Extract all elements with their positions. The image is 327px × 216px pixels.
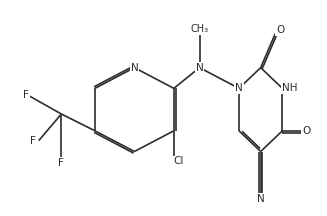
Text: N: N [130, 63, 138, 73]
Text: Cl: Cl [174, 156, 184, 166]
Text: F: F [59, 158, 64, 168]
Text: CH₃: CH₃ [190, 24, 209, 34]
Text: N: N [196, 63, 203, 73]
Text: F: F [23, 90, 29, 100]
Text: N: N [257, 194, 265, 204]
Text: NH: NH [282, 83, 297, 93]
Text: N: N [235, 83, 243, 93]
Text: O: O [302, 126, 310, 136]
Text: F: F [30, 136, 36, 146]
Text: O: O [276, 25, 284, 35]
